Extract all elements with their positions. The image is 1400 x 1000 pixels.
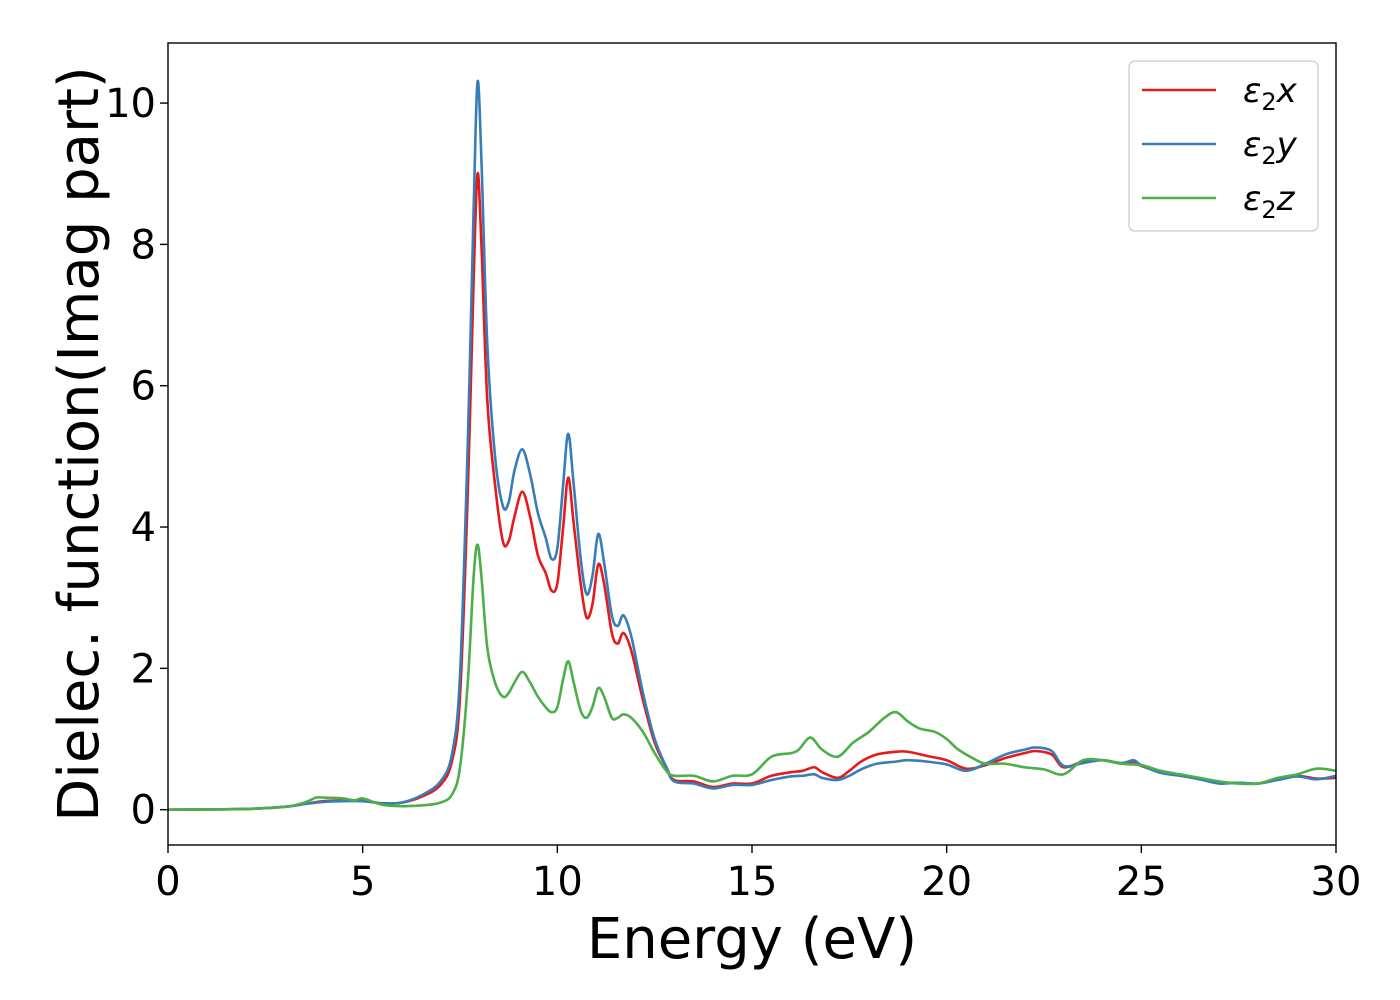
legend-epsilon: ε xyxy=(1243,179,1261,219)
series-layer xyxy=(167,79,1337,811)
y-axis-label: Dielec. function(Imag part) xyxy=(47,66,112,822)
legend-epsilon: ε xyxy=(1243,71,1261,111)
legend-component: y xyxy=(1276,125,1298,165)
y-tick-label: 8 xyxy=(131,222,156,268)
legend-subscript: 2 xyxy=(1261,88,1276,116)
series-line-x xyxy=(167,171,1337,811)
x-axis-ticks: 0 5 10 15 20 25 30 xyxy=(155,845,1361,905)
x-tick-label: 0 xyxy=(155,859,180,905)
x-tick-label: 20 xyxy=(921,859,972,905)
legend-component: x xyxy=(1276,71,1298,111)
legend-entry-x: ε2x xyxy=(1243,71,1298,116)
x-tick-label: 25 xyxy=(1116,859,1167,905)
x-tick-label: 5 xyxy=(350,859,375,905)
legend-component: z xyxy=(1276,179,1296,219)
y-tick-label: 6 xyxy=(131,364,156,410)
legend-entry-z: ε2z xyxy=(1243,179,1296,224)
series-line-z xyxy=(167,543,1337,811)
x-tick-label: 15 xyxy=(727,859,778,905)
y-tick-label: 2 xyxy=(131,646,156,692)
y-tick-label: 0 xyxy=(131,788,156,834)
y-axis-ticks: 0 2 4 6 8 10 xyxy=(105,81,168,834)
legend-entry-y: ε2y xyxy=(1243,125,1298,170)
legend-epsilon: ε xyxy=(1243,125,1261,165)
y-tick-label: 10 xyxy=(105,81,156,127)
x-axis-label: Energy (eV) xyxy=(587,907,917,972)
legend-subscript: 2 xyxy=(1261,142,1276,170)
x-tick-label: 10 xyxy=(532,859,583,905)
legend-subscript: 2 xyxy=(1261,196,1276,224)
x-tick-label: 30 xyxy=(1311,859,1362,905)
y-tick-label: 4 xyxy=(131,505,156,551)
legend-box xyxy=(1128,60,1319,232)
